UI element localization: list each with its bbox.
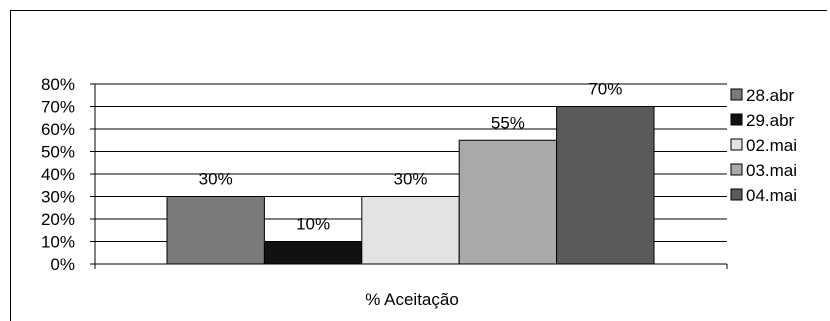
legend: 28.abr 29.abr 02.mai 03.mai 04.mai xyxy=(730,86,797,205)
bar-03.mai xyxy=(458,139,558,265)
y-tick-label: 30% xyxy=(41,188,75,207)
y-tick-label: 80% xyxy=(41,75,75,94)
legend-swatch-04.mai xyxy=(730,188,743,201)
legend-label-02.mai: 02.mai xyxy=(746,136,797,155)
legend-label-03.mai: 03.mai xyxy=(746,161,797,180)
bars xyxy=(166,106,655,265)
data-label-04.mai: 70% xyxy=(588,80,622,99)
data-label-28.abr: 30% xyxy=(199,170,233,189)
bar-02.mai xyxy=(361,196,460,265)
legend-label-28.abr: 28.abr xyxy=(746,86,795,105)
legend-swatch-02.mai xyxy=(730,138,743,151)
y-tick-label: 60% xyxy=(41,120,75,139)
data-labels: 30% 10% 30% 55% 70% xyxy=(199,80,623,234)
y-tick-label: 50% xyxy=(41,143,75,162)
data-label-03.mai: 55% xyxy=(491,113,525,132)
legend-swatch-28.abr xyxy=(730,88,743,101)
legend-swatch-29.abr xyxy=(730,113,743,126)
y-tick-label: 0% xyxy=(50,255,75,274)
bar-29.abr xyxy=(263,241,363,265)
y-tick-label: 40% xyxy=(41,165,75,184)
bar-28.abr xyxy=(166,196,265,265)
legend-label-04.mai: 04.mai xyxy=(746,186,797,205)
bar-04.mai xyxy=(556,106,655,265)
y-tick-label: 10% xyxy=(41,233,75,252)
x-axis-label: % Aceitação xyxy=(365,290,459,309)
data-label-29.abr: 10% xyxy=(296,215,330,234)
chart-frame xyxy=(10,10,827,321)
legend-label-29.abr: 29.abr xyxy=(746,111,795,130)
y-tick-label: 20% xyxy=(41,210,75,229)
legend-swatch-03.mai xyxy=(730,163,743,176)
y-tick-label: 70% xyxy=(41,98,75,117)
y-axis: 0% 10% 20% 30% 40% 50% 60% 70% 80% xyxy=(41,75,728,274)
data-label-02.mai: 30% xyxy=(393,170,427,189)
